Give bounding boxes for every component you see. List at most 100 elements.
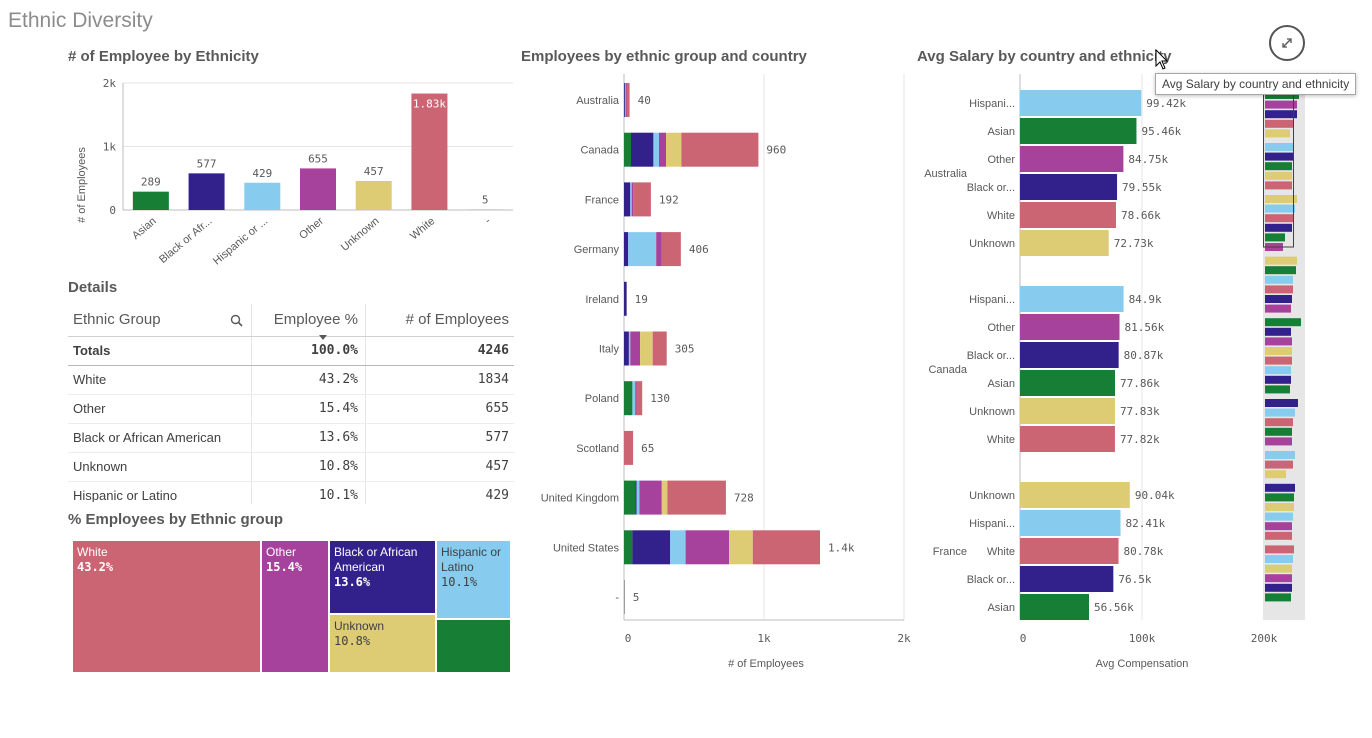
data-label: 192 <box>659 193 679 206</box>
bar-segment <box>653 132 659 167</box>
column-header-employee-pct[interactable]: Employee % <box>273 311 358 328</box>
treemap-tile-black[interactable]: Black or African American 13.6% <box>329 540 436 614</box>
treemap-title: % Employees by Ethnic group <box>68 511 284 528</box>
treemap-tile-other[interactable]: Other 15.4% <box>261 540 329 673</box>
ethnic-group-cell: Other <box>73 401 106 416</box>
chart-minimap-scrollbar[interactable] <box>1263 85 1308 620</box>
data-label: 289 <box>141 176 161 189</box>
minimap-bar <box>1265 493 1294 502</box>
x-axis-title: # of Employees <box>728 658 804 670</box>
bar-segment <box>685 530 729 565</box>
y-tick-label: Scotland <box>576 443 619 455</box>
table-row[interactable]: Unknown 10.8% 457 <box>68 452 514 482</box>
bar-segment <box>667 480 726 515</box>
column-header-employee-count[interactable]: # of Employees <box>405 311 509 328</box>
minimap-bar <box>1265 399 1298 407</box>
y-tick-label: Canada <box>580 145 619 157</box>
y-tick-label: Asian <box>987 378 1015 390</box>
y-tick-label: Other <box>987 322 1015 334</box>
bar-segment <box>652 331 667 366</box>
bar <box>1020 146 1124 172</box>
fullscreen-button[interactable] <box>1269 25 1305 61</box>
bar <box>411 93 448 210</box>
minimap-bar <box>1265 427 1292 436</box>
bar-segment <box>624 182 631 217</box>
table-header: Ethnic Group Employee % # of Employees <box>68 304 514 340</box>
table-row[interactable]: White 43.2% 1834 <box>68 365 514 395</box>
totals-count: 4246 <box>477 343 509 358</box>
bar <box>1020 286 1124 312</box>
bar <box>1020 314 1120 340</box>
ethnicity-bar-chart[interactable]: 0 1k 2k 289 Asian 577 Black or Afr... 429 Hispan… <box>60 70 520 270</box>
minimap-bar <box>1265 110 1297 119</box>
minimap-bar <box>1265 531 1292 540</box>
country-chart-title: Employees by ethnic group and country <box>521 48 807 65</box>
minimap-bar <box>1265 593 1291 602</box>
minimap-bar <box>1265 204 1295 213</box>
bar-segment <box>630 182 632 217</box>
treemap-tile-unknown[interactable]: Unknown 10.8% <box>329 614 436 673</box>
bar <box>1020 90 1142 116</box>
bar <box>1020 202 1116 228</box>
y-tick-label: Hispani... <box>969 518 1015 530</box>
salary-bar-chart[interactable]: 0 100k 200k Hispani... 99.42k Asian 95.46k Othe… <box>915 72 1310 672</box>
bar-segment <box>631 182 634 217</box>
minimap-bar <box>1265 266 1296 275</box>
bar-segment <box>624 480 636 515</box>
search-icon[interactable] <box>230 314 244 328</box>
x-tick-label: - <box>483 215 494 227</box>
chart-labels: 0 1k 2k Australia 40 Canada 960 France 192 German… <box>541 94 911 645</box>
table-row[interactable]: Black or African American 13.6% 577 <box>68 423 514 453</box>
bar-segment <box>628 331 631 366</box>
minimap-bar <box>1265 451 1295 459</box>
data-label: 5 <box>633 591 640 604</box>
minimap-bar <box>1265 385 1290 394</box>
ethnic-group-cell: Black or African American <box>73 430 222 445</box>
x-tick-label: White <box>408 215 437 242</box>
minimap-bar <box>1265 295 1292 303</box>
treemap-tile-asian[interactable] <box>436 619 511 673</box>
table-row[interactable]: Hispanic or Latino 10.1% 429 <box>68 481 514 502</box>
tile-label: Hispanic or Latino <box>441 545 502 574</box>
treemap-tile-hispanic[interactable]: Hispanic or Latino 10.1% <box>436 540 511 619</box>
data-label: 90.04k <box>1135 489 1175 502</box>
bar-segment <box>656 232 662 267</box>
minimap-bar <box>1265 347 1292 355</box>
x-tick-label: 200k <box>1251 632 1278 645</box>
country-stacked-bar-chart[interactable]: 0 1k 2k Australia 40 Canada 960 France 192 German… <box>520 72 915 672</box>
y-tick-label: United States <box>553 542 620 554</box>
bar <box>1020 118 1137 144</box>
data-label: 1.83k <box>413 98 446 111</box>
bar-segment <box>636 381 643 416</box>
data-label: 84.75k <box>1128 153 1168 166</box>
mouse-cursor-icon <box>1155 49 1169 70</box>
table-row[interactable]: Other 15.4% 655 <box>68 394 514 424</box>
ethnic-group-cell: Hispanic or Latino <box>73 488 178 502</box>
minimap-bar <box>1265 318 1301 327</box>
y-tick-label: Germany <box>574 244 620 256</box>
x-tick-label: 0 <box>1020 632 1027 645</box>
minimap-bar <box>1265 119 1293 128</box>
ethnic-treemap[interactable]: White 43.2% Other 15.4% Black or African… <box>72 540 511 673</box>
totals-pct: 100.0% <box>311 343 358 358</box>
minimap-bar <box>1265 275 1293 284</box>
y-tick-label: Poland <box>585 393 619 405</box>
bar-segment <box>624 132 631 167</box>
x-tick-label: Hispanic or ... <box>211 215 270 267</box>
column-header-ethnic-group[interactable]: Ethnic Group <box>73 311 161 328</box>
data-label: 40 <box>638 94 651 107</box>
y-tick-label: Black or... <box>967 350 1015 362</box>
y-tick-label: Black or... <box>967 182 1015 194</box>
x-axis-title: Avg Compensation <box>1096 658 1189 670</box>
chart-bars <box>624 83 820 614</box>
y-tick-label: 1k <box>103 141 117 154</box>
treemap-tile-white[interactable]: White 43.2% <box>72 540 261 673</box>
employee-pct-cell: 15.4% <box>318 401 358 416</box>
minimap-bar <box>1265 304 1291 313</box>
bar <box>1020 538 1119 564</box>
minimap-bars <box>1265 91 1301 602</box>
bar-segment <box>624 232 629 267</box>
tile-pct: 13.6% <box>334 575 371 589</box>
y-tick-label: Australia <box>576 95 620 107</box>
bar <box>1020 342 1119 368</box>
